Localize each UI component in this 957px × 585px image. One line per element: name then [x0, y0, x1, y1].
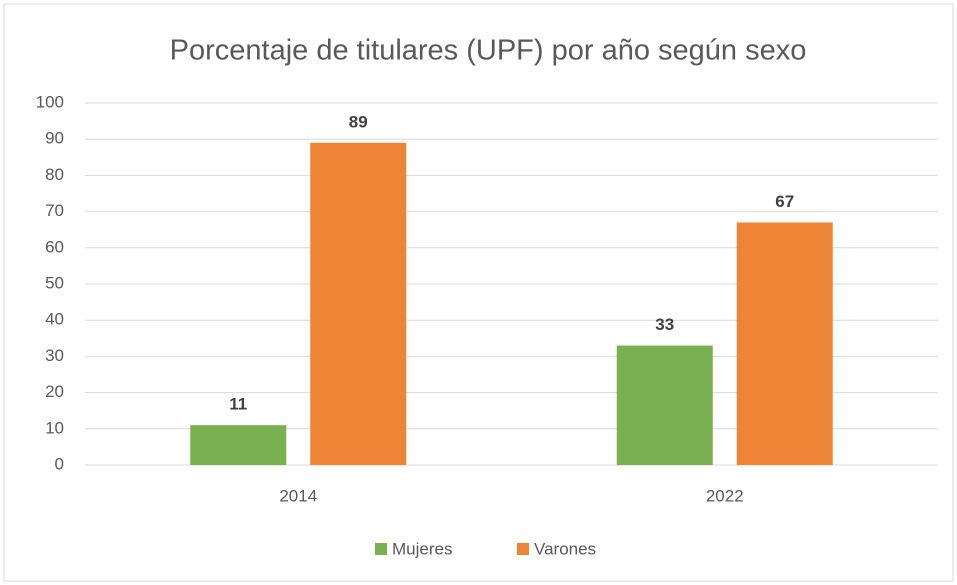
bar [616, 345, 713, 465]
y-tick-label: 50 [45, 273, 64, 292]
legend-swatch [517, 543, 529, 555]
y-tick-label: 10 [45, 418, 64, 437]
x-tick-label: 2022 [706, 486, 744, 505]
y-tick-label: 0 [55, 454, 64, 473]
bar [310, 142, 407, 465]
legend-label: Varones [534, 539, 596, 558]
y-tick-label: 60 [45, 237, 64, 256]
data-label: 33 [655, 315, 674, 334]
data-label: 11 [229, 395, 247, 414]
y-tick-label: 90 [45, 129, 64, 148]
y-tick-label: 30 [45, 346, 64, 365]
legend-swatch [375, 543, 387, 555]
y-tick-label: 70 [45, 201, 64, 220]
bar [190, 425, 287, 465]
y-tick-label: 20 [45, 382, 64, 401]
legend-label: Mujeres [392, 539, 452, 558]
y-tick-label: 100 [36, 92, 64, 111]
y-tick-label: 80 [45, 165, 64, 184]
data-label: 67 [775, 192, 794, 211]
data-label: 89 [349, 112, 368, 131]
chart-title: Porcentaje de titulares (UPF) por año se… [170, 35, 807, 67]
bar [736, 222, 833, 465]
x-tick-label: 2014 [279, 486, 317, 505]
y-tick-label: 40 [45, 310, 64, 329]
